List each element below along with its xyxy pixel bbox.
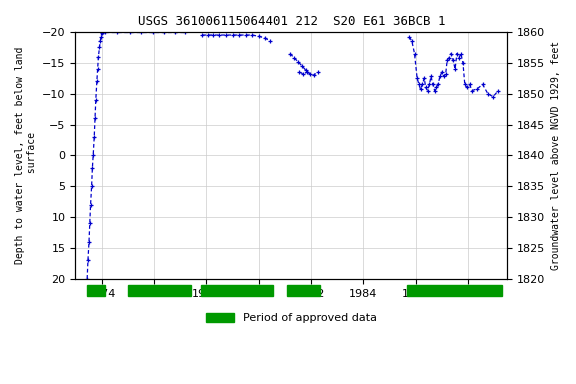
Legend: Period of approved data: Period of approved data bbox=[202, 308, 381, 328]
FancyBboxPatch shape bbox=[87, 285, 105, 296]
Y-axis label: Groundwater level above NGVD 1929, feet: Groundwater level above NGVD 1929, feet bbox=[551, 41, 561, 270]
Y-axis label: Depth to water level, feet below land
 surface: Depth to water level, feet below land su… bbox=[15, 47, 37, 264]
FancyBboxPatch shape bbox=[201, 285, 273, 296]
Title: USGS 361006115064401 212  S20 E61 36BCB 1: USGS 361006115064401 212 S20 E61 36BCB 1 bbox=[138, 15, 445, 28]
FancyBboxPatch shape bbox=[287, 285, 320, 296]
FancyBboxPatch shape bbox=[407, 285, 502, 296]
FancyBboxPatch shape bbox=[128, 285, 191, 296]
